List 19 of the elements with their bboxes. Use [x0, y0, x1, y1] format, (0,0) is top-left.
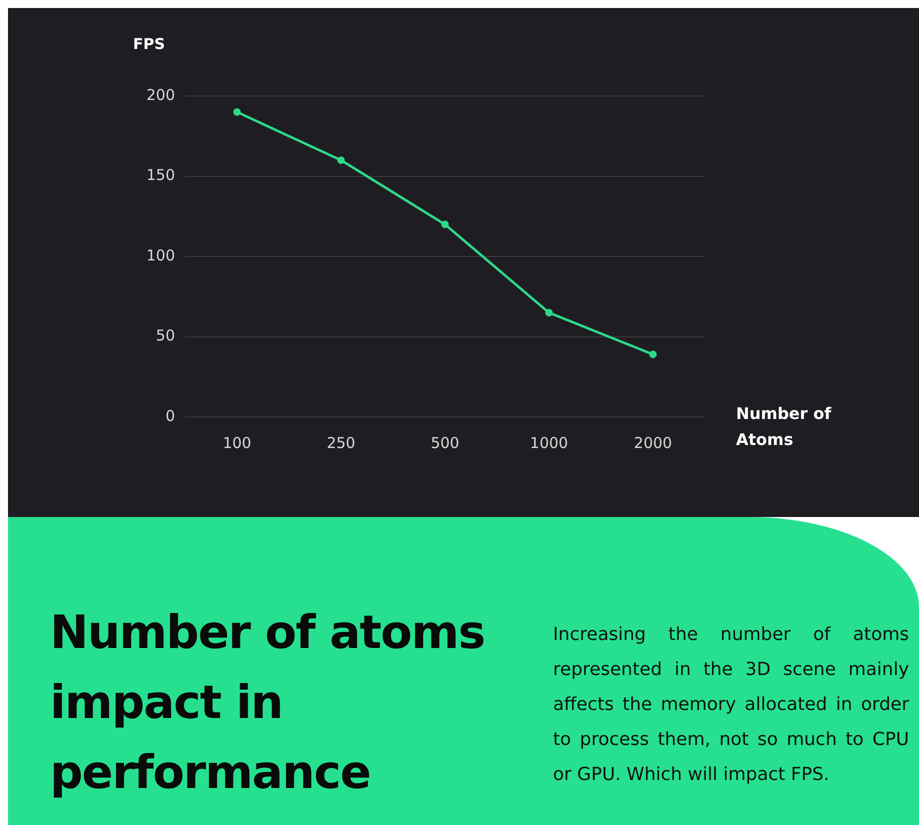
y-axis-title: FPS: [133, 35, 166, 53]
text: Increasing the number of atoms represented in the 3D scene mainly affects the memory allocated in order to process them, not so much to CPU or GPU. Which will impact FPS.: [553, 623, 909, 787]
y-tick-label: 0: [165, 406, 175, 425]
x-tick-label: 2000: [634, 434, 672, 452]
y-tick-label: 50: [156, 326, 175, 345]
x-tick-label: 1000: [530, 434, 568, 452]
point: [337, 156, 345, 164]
x-tick-label: 250: [326, 434, 356, 452]
y-tick-label: 150: [146, 166, 175, 184]
point: [545, 308, 553, 316]
y-tick-label: 200: [146, 86, 175, 104]
x-tick-label: 100: [222, 434, 252, 452]
y-tick-label: 100: [146, 246, 175, 264]
text: Number of atoms impact in performance: [50, 604, 486, 801]
point: [441, 220, 449, 228]
x-tick-label: 500: [430, 434, 460, 452]
point: [649, 350, 657, 358]
x-axis-title: Number of Atoms: [736, 403, 832, 451]
point: [233, 108, 241, 116]
